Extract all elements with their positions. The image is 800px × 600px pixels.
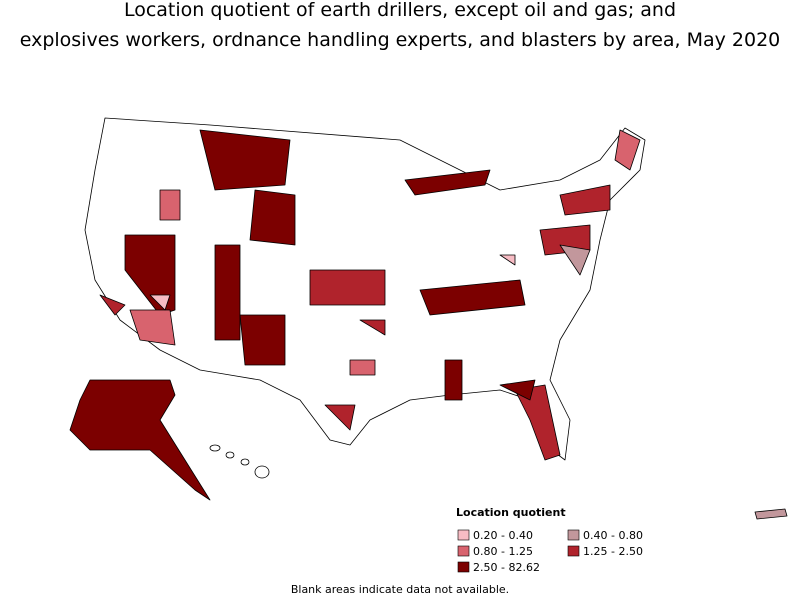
footnote: Blank areas indicate data not available. xyxy=(291,583,509,596)
hawaii xyxy=(240,458,250,466)
legend: 0.20 - 0.40 0.40 - 0.80 0.80 - 1.25 1.25 - … xyxy=(457,529,643,574)
legend-label: 0.80 - 1.25 xyxy=(473,545,533,558)
area-region xyxy=(499,379,536,401)
hawaii xyxy=(209,444,221,452)
area-region xyxy=(359,319,386,336)
area-region xyxy=(614,129,641,171)
area-region xyxy=(349,359,376,376)
legend-label: 0.20 - 0.40 xyxy=(473,529,533,542)
area-region xyxy=(129,309,176,346)
area-region xyxy=(559,244,591,276)
area-region xyxy=(99,294,126,316)
legend-label: 0.40 - 0.80 xyxy=(583,529,643,542)
legend-swatch xyxy=(457,545,470,557)
area-region xyxy=(149,294,171,311)
puerto-rico xyxy=(754,508,788,520)
legend-swatch xyxy=(457,561,470,573)
hawaii xyxy=(225,451,235,459)
title-line: explosives workers, ordnance handling ex… xyxy=(20,29,781,51)
legend-label: 2.50 - 82.62 xyxy=(473,561,540,574)
area-region xyxy=(249,189,296,246)
area-region xyxy=(559,184,611,216)
area-region xyxy=(309,269,386,306)
area-region xyxy=(404,169,491,196)
area-region xyxy=(514,384,561,461)
area-region xyxy=(499,254,516,266)
legend-swatch xyxy=(457,529,470,541)
legend-swatch xyxy=(567,529,580,541)
title-line: Location quotient of earth drillers, exc… xyxy=(124,0,676,21)
area-region xyxy=(159,189,181,221)
area-region xyxy=(214,244,241,341)
area-region xyxy=(324,404,356,431)
legend-label: 1.25 - 2.50 xyxy=(583,545,643,558)
map xyxy=(69,117,788,520)
area-region xyxy=(419,279,526,316)
legend-swatch xyxy=(567,545,580,557)
area-region xyxy=(444,359,463,401)
alaska xyxy=(69,379,211,501)
hawaii xyxy=(254,465,270,479)
area-region xyxy=(239,314,286,366)
area-region xyxy=(199,129,291,191)
legend-title: Location quotient xyxy=(456,506,566,519)
